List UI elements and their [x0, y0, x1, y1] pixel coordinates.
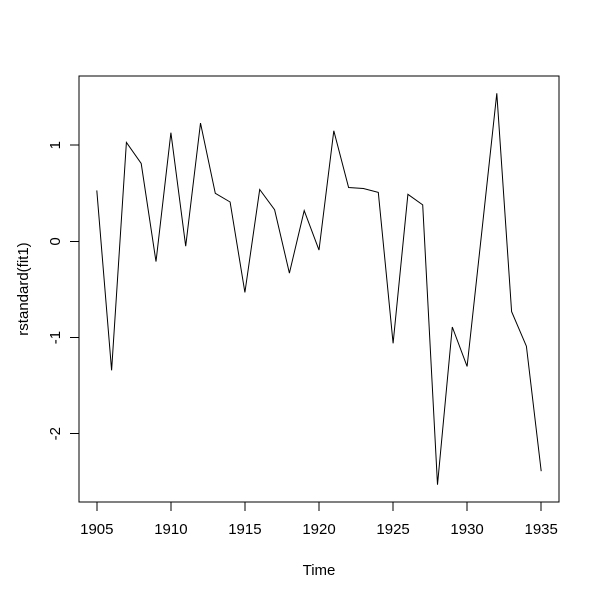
x-tick-label: 1930	[450, 521, 483, 538]
plot-box	[78, 75, 560, 503]
x-axis-ticks: 1905 1910 1915 1920 1925 1930 1935	[80, 502, 558, 538]
y-tick-label: -2	[47, 427, 64, 440]
x-tick-label: 1935	[525, 521, 558, 538]
x-tick-label: 1905	[80, 521, 113, 538]
x-tick-label: 1915	[228, 521, 261, 538]
y-tick-label: -1	[47, 331, 64, 344]
x-axis-title: Time	[303, 562, 336, 579]
y-tick-label: 1	[47, 141, 64, 149]
x-tick-label: 1920	[302, 521, 335, 538]
y-axis-ticks: -2 -1 0 1	[47, 141, 79, 440]
x-tick-label: 1910	[154, 521, 187, 538]
x-tick-label: 1925	[376, 521, 409, 538]
y-axis-title: rstandard(fit1)	[15, 242, 32, 335]
time-series-line	[96, 93, 542, 485]
y-tick-label: 0	[47, 237, 64, 245]
